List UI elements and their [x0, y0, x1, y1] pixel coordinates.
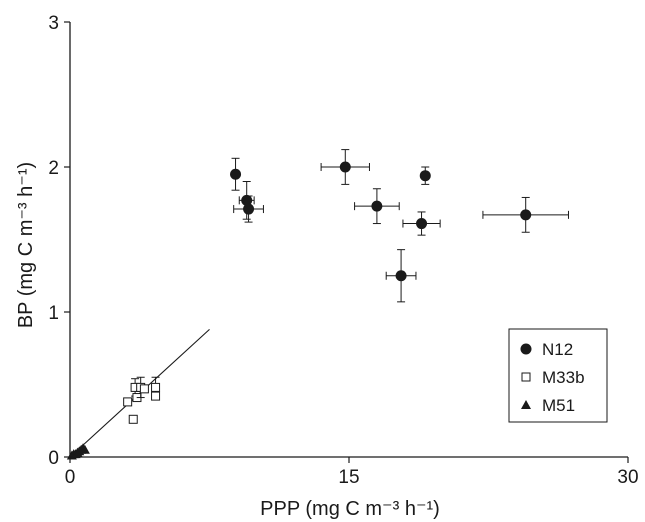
- data-point: [339, 161, 351, 173]
- data-point: [419, 170, 431, 182]
- data-point: [371, 200, 383, 212]
- y-tick-label: 3: [48, 13, 59, 34]
- legend: N12 M33b M51: [508, 328, 608, 423]
- x-axis-title: PPP (mg C m⁻³ h⁻¹): [260, 498, 440, 520]
- plot-area: [66, 149, 569, 460]
- data-point: [230, 168, 242, 180]
- data-point: [243, 203, 255, 215]
- data-point: [241, 194, 253, 206]
- data-point: [416, 218, 428, 230]
- data-point: [79, 444, 90, 454]
- legend-marker: [521, 372, 531, 382]
- data-point: [123, 397, 133, 407]
- data-point: [520, 209, 532, 221]
- y-tick-label: 0: [48, 448, 59, 469]
- series-n12: [230, 149, 569, 303]
- y-axis-title: BP (mg C m⁻³ h⁻¹): [15, 162, 37, 328]
- data-point: [128, 414, 138, 424]
- data-point: [151, 382, 161, 392]
- legend-label: M33b: [542, 368, 585, 387]
- y-tick-label: 1: [48, 303, 59, 324]
- x-tick-label: 0: [65, 467, 76, 488]
- legend-marker: [521, 400, 531, 409]
- data-point: [139, 384, 149, 394]
- y-tick-label: 2: [48, 158, 59, 179]
- series-m33b: [123, 376, 161, 424]
- series-m51: [66, 443, 90, 460]
- legend-marker: [520, 343, 532, 355]
- legend-label: M51: [542, 396, 575, 415]
- data-point: [151, 391, 161, 401]
- data-point: [395, 270, 407, 282]
- x-tick-label: 30: [617, 467, 638, 488]
- x-tick-label: 15: [338, 467, 359, 488]
- legend-label: N12: [542, 340, 573, 359]
